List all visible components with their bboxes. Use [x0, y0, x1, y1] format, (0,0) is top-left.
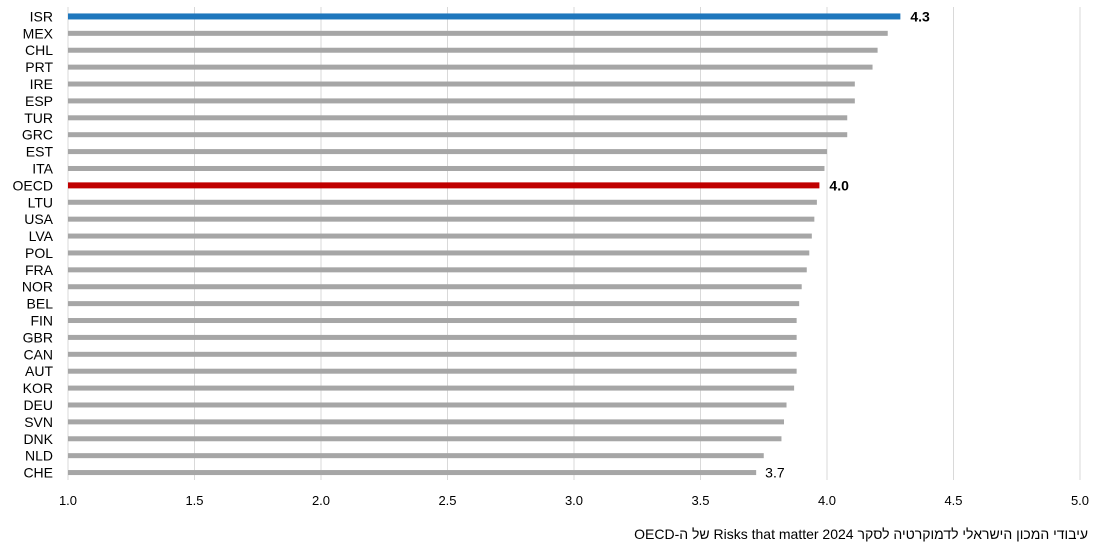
- bar-bel: [68, 301, 800, 307]
- category-label-ltu: LTU: [28, 194, 53, 210]
- bar-che: [68, 470, 757, 476]
- category-label-bel: BEL: [27, 296, 54, 312]
- category-label-ita: ITA: [32, 160, 53, 176]
- x-tick-label: 3.0: [565, 493, 583, 508]
- source-note: עיבודי המכון הישראלי לדמוקרטיה לסקר Risk…: [634, 526, 1088, 542]
- category-label-isr: ISR: [30, 8, 53, 24]
- category-label-fra: FRA: [25, 262, 54, 278]
- category-label-prt: PRT: [25, 59, 53, 75]
- category-label-lva: LVA: [29, 228, 54, 244]
- gridlines: [67, 7, 1081, 480]
- bar-chart: ISRMEXCHLPRTIREESPTURGRCESTITAOECDLTUUSA…: [13, 7, 1089, 508]
- category-label-can: CAN: [23, 346, 53, 362]
- bar-nld: [68, 453, 764, 459]
- bar-fin: [68, 318, 797, 324]
- category-label-est: EST: [26, 144, 54, 160]
- bar-ire: [68, 81, 855, 87]
- bar-kor: [68, 385, 795, 391]
- bar-svn: [68, 419, 784, 425]
- category-label-aut: AUT: [25, 363, 53, 379]
- bar-deu: [68, 402, 787, 408]
- x-tick-labels: 1.0 1.5 2.0 2.5 3.0 3.5 4.0 4.5 5.0: [59, 493, 1089, 508]
- bar-nor: [68, 284, 802, 290]
- x-tick-label: 2.0: [312, 493, 330, 508]
- category-label-chl: CHL: [25, 42, 53, 58]
- category-labels: ISRMEXCHLPRTIREESPTURGRCESTITAOECDLTUUSA…: [13, 8, 54, 480]
- category-label-che: CHE: [23, 465, 53, 481]
- category-label-pol: POL: [25, 245, 53, 261]
- category-label-mex: MEX: [23, 25, 54, 41]
- category-label-ire: IRE: [30, 76, 53, 92]
- data-label-che: 3.7: [765, 465, 785, 481]
- bar-dnk: [68, 436, 782, 442]
- x-tick-label: 1.0: [59, 493, 77, 508]
- data-labels: 4.3 4.0 3.7: [765, 8, 930, 480]
- bar-gbr: [68, 334, 797, 340]
- category-label-usa: USA: [24, 211, 53, 227]
- category-label-nld: NLD: [25, 448, 53, 464]
- bar-lva: [68, 233, 812, 239]
- x-tick-label: 5.0: [1071, 493, 1089, 508]
- bar-tur: [68, 115, 848, 121]
- bar-prt: [68, 64, 873, 70]
- category-label-nor: NOR: [22, 279, 53, 295]
- category-label-dnk: DNK: [23, 431, 53, 447]
- bar-aut: [68, 368, 797, 374]
- category-label-kor: KOR: [23, 380, 53, 396]
- category-label-svn: SVN: [24, 414, 53, 430]
- bar-usa: [68, 216, 815, 222]
- category-label-fin: FIN: [30, 313, 53, 329]
- bar-pol: [68, 250, 810, 256]
- data-label-oecd: 4.0: [829, 177, 849, 193]
- category-label-tur: TUR: [24, 110, 53, 126]
- bar-fra: [68, 267, 807, 273]
- bar-ltu: [68, 199, 817, 205]
- category-label-oecd: OECD: [13, 177, 53, 193]
- data-label-isr: 4.3: [910, 8, 930, 24]
- x-tick-label: 4.5: [944, 493, 962, 508]
- bar-chl: [68, 47, 878, 53]
- category-label-deu: DEU: [23, 397, 53, 413]
- x-tick-label: 3.5: [691, 493, 709, 508]
- bar-oecd: [68, 182, 820, 189]
- x-tick-label: 4.0: [818, 493, 836, 508]
- category-label-gbr: GBR: [23, 329, 53, 345]
- category-label-esp: ESP: [25, 93, 53, 109]
- bar-esp: [68, 98, 855, 104]
- bar-grc: [68, 132, 848, 138]
- category-label-grc: GRC: [22, 127, 53, 143]
- bars: [68, 13, 901, 476]
- bar-isr: [68, 13, 901, 20]
- bar-ita: [68, 165, 825, 171]
- bar-mex: [68, 30, 888, 36]
- x-tick-label: 2.5: [438, 493, 456, 508]
- bar-can: [68, 351, 797, 357]
- x-tick-label: 1.5: [185, 493, 203, 508]
- bar-est: [68, 149, 827, 155]
